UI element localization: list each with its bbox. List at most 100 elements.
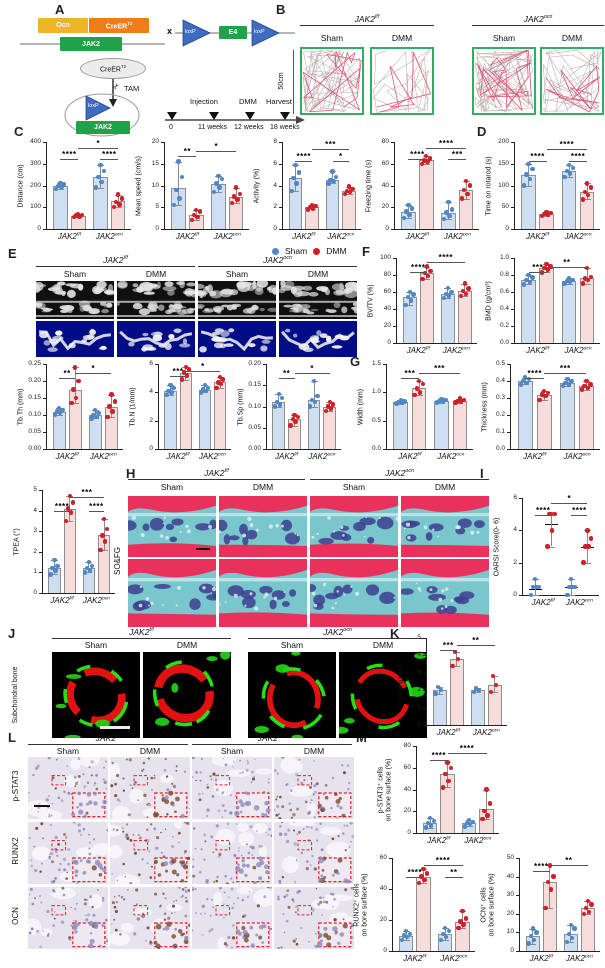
data-point — [71, 387, 76, 392]
sig-stars: *** — [325, 139, 336, 149]
bar-JAK2ocn DMM — [452, 400, 468, 449]
y-tick-label: 0 — [149, 445, 153, 452]
data-point — [560, 383, 566, 389]
data-point — [394, 401, 399, 406]
chart-tpea: 0 1 2 3 4 5 TPEA (°) **** **** *** JAK2f/f JAK2ocn — [12, 484, 118, 608]
data-point — [551, 874, 556, 879]
data-point — [462, 281, 468, 286]
data-point — [542, 389, 547, 394]
y-tick-label: 0.15 — [248, 381, 261, 389]
data-point — [56, 406, 62, 411]
data-point — [520, 378, 526, 384]
genotype-label: JAK2ocn — [385, 468, 414, 478]
y-tick — [161, 163, 164, 165]
data-point — [568, 279, 573, 284]
y-tick-label: 1.0 — [499, 254, 509, 261]
data-point — [440, 399, 446, 404]
sig-line — [69, 497, 105, 499]
y-tick — [516, 932, 519, 934]
genotype-underline — [192, 744, 352, 745]
data-point — [565, 592, 570, 598]
sig-line — [60, 159, 79, 161]
y-tick — [413, 833, 416, 834]
y-tick-label: 80 — [381, 138, 389, 145]
data-point — [50, 566, 55, 571]
x-axis — [522, 595, 599, 596]
y-tick-label: 0.5 — [371, 416, 381, 424]
y-tick — [516, 858, 519, 859]
y-axis — [158, 364, 159, 449]
y-tick — [43, 381, 46, 382]
micrograph — [110, 822, 190, 884]
data-point — [455, 398, 461, 404]
data-point — [524, 277, 529, 283]
data-point — [407, 212, 412, 218]
sig-line — [295, 161, 312, 163]
y-tick — [519, 595, 522, 596]
sig-stars: ** — [563, 257, 571, 267]
error-cap — [564, 386, 572, 388]
data-point — [63, 518, 69, 524]
data-point — [229, 200, 235, 206]
error-cap — [422, 163, 430, 165]
condition-label: Sham — [84, 640, 108, 650]
data-point — [445, 285, 451, 290]
micrograph — [219, 496, 307, 557]
data-point — [449, 289, 454, 295]
error-cap — [232, 202, 240, 204]
bar-JAK2ocn Sham — [325, 180, 340, 229]
micrograph — [110, 757, 190, 819]
data-point — [580, 281, 585, 286]
y-tick-label: 150 — [498, 159, 509, 167]
sig-stars: *** — [434, 363, 445, 373]
y-tick — [393, 309, 396, 310]
sig-stars: *** — [451, 150, 463, 160]
condition-label: Sham — [220, 746, 244, 756]
data-point — [179, 377, 185, 382]
sig-line — [406, 876, 424, 878]
data-point — [552, 511, 557, 517]
sig-stars: * — [214, 141, 219, 151]
y-tick — [263, 449, 266, 450]
data-point — [330, 169, 335, 174]
data-point — [548, 887, 554, 892]
data-point — [403, 302, 408, 307]
micrograph — [128, 559, 216, 627]
data-point — [327, 400, 332, 405]
y-tick — [511, 207, 514, 209]
x-axis — [282, 229, 361, 230]
data-point — [455, 656, 461, 662]
y-tick-label: 0.10 — [248, 402, 261, 410]
event-dmm: DMM — [239, 97, 257, 106]
sig-stars: ** — [183, 146, 191, 156]
data-point — [219, 176, 225, 182]
data-point — [542, 266, 547, 271]
data-point — [570, 277, 576, 283]
x-axis — [46, 229, 131, 230]
timeline-0: 0 — [169, 124, 173, 131]
micrograph — [401, 559, 489, 627]
data-point — [584, 181, 590, 186]
y-tick — [393, 326, 396, 327]
data-point — [567, 584, 572, 590]
data-point — [52, 412, 58, 418]
data-point — [425, 273, 431, 279]
error-cap — [55, 415, 63, 416]
chart-freezing-time: 0 20 40 60 80 Freezing time (s) **** *** **** JAK… — [364, 136, 482, 244]
micrograph — [28, 757, 108, 819]
data-point — [443, 398, 448, 403]
y-tick-label: 80 — [383, 271, 391, 278]
timeline-18w: 18 weeks — [270, 124, 300, 131]
data-point — [89, 416, 94, 421]
loxp-label-1: loxP — [185, 29, 196, 35]
data-point — [57, 411, 63, 416]
data-point — [292, 412, 297, 418]
error-cap — [66, 520, 74, 522]
data-point — [579, 387, 585, 392]
data-point — [445, 760, 450, 765]
y-tick — [511, 343, 514, 344]
sig-stars: *** — [81, 488, 93, 498]
data-point — [186, 367, 192, 372]
data-point — [582, 383, 587, 389]
y-tick-label: 0 — [505, 225, 509, 232]
